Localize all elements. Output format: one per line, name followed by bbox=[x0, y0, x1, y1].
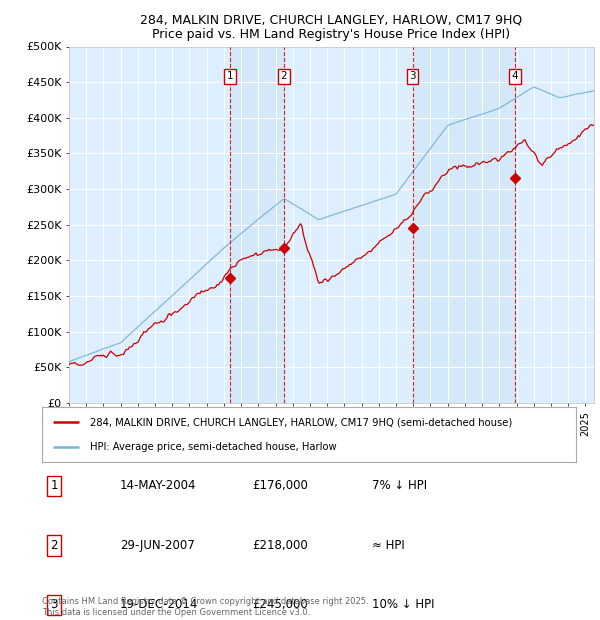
Text: £218,000: £218,000 bbox=[252, 539, 308, 552]
Text: Contains HM Land Registry data © Crown copyright and database right 2025.
This d: Contains HM Land Registry data © Crown c… bbox=[42, 598, 368, 617]
Text: HPI: Average price, semi-detached house, Harlow: HPI: Average price, semi-detached house,… bbox=[90, 442, 337, 452]
Text: 10% ↓ HPI: 10% ↓ HPI bbox=[372, 598, 434, 611]
Text: 29-JUN-2007: 29-JUN-2007 bbox=[120, 539, 195, 552]
Text: 284, MALKIN DRIVE, CHURCH LANGLEY, HARLOW, CM17 9HQ (semi-detached house): 284, MALKIN DRIVE, CHURCH LANGLEY, HARLO… bbox=[90, 417, 512, 427]
Text: 2: 2 bbox=[281, 71, 287, 81]
Title: 284, MALKIN DRIVE, CHURCH LANGLEY, HARLOW, CM17 9HQ
Price paid vs. HM Land Regis: 284, MALKIN DRIVE, CHURCH LANGLEY, HARLO… bbox=[140, 13, 523, 41]
Text: £176,000: £176,000 bbox=[252, 479, 308, 492]
Text: 3: 3 bbox=[409, 71, 416, 81]
Text: 7% ↓ HPI: 7% ↓ HPI bbox=[372, 479, 427, 492]
Text: ≈ HPI: ≈ HPI bbox=[372, 539, 405, 552]
Text: 14-MAY-2004: 14-MAY-2004 bbox=[120, 479, 197, 492]
Bar bbox=[413, 46, 515, 403]
Text: 1: 1 bbox=[50, 479, 58, 492]
Text: 3: 3 bbox=[50, 598, 58, 611]
Text: £245,000: £245,000 bbox=[252, 598, 308, 611]
Bar bbox=[230, 46, 284, 403]
Text: 2: 2 bbox=[50, 539, 58, 552]
Text: 4: 4 bbox=[512, 71, 518, 81]
Text: 1: 1 bbox=[227, 71, 233, 81]
Text: 19-DEC-2014: 19-DEC-2014 bbox=[120, 598, 199, 611]
